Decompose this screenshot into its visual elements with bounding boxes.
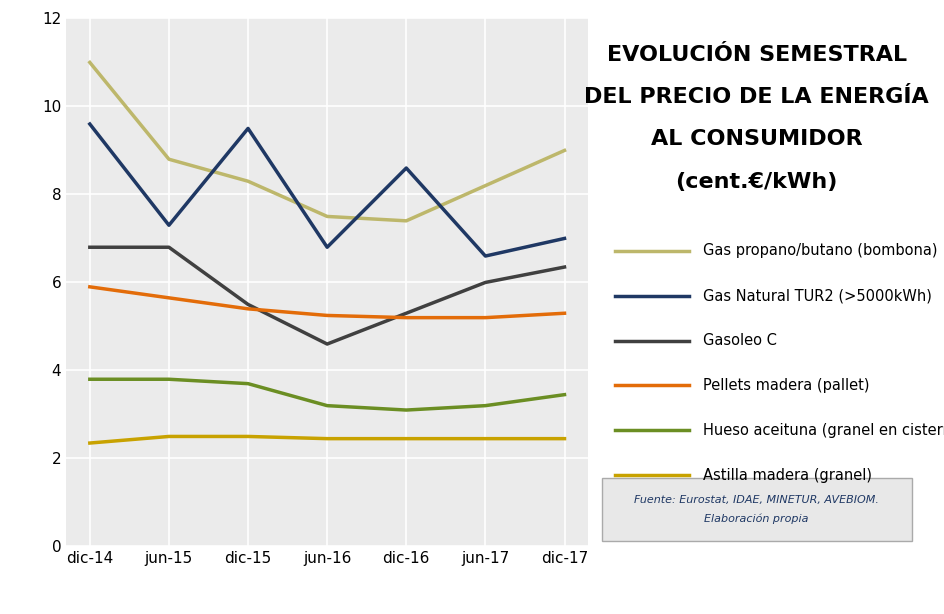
Text: Hueso aceituna (granel en cisterna): Hueso aceituna (granel en cisterna) xyxy=(702,423,944,438)
Text: Pellets madera (pallet): Pellets madera (pallet) xyxy=(702,378,869,393)
Text: EVOLUCIÓN SEMESTRAL: EVOLUCIÓN SEMESTRAL xyxy=(607,45,907,65)
Text: Astilla madera (granel): Astilla madera (granel) xyxy=(702,468,871,483)
Text: AL CONSUMIDOR: AL CONSUMIDOR xyxy=(650,130,863,149)
Text: Gas propano/butano (bombona): Gas propano/butano (bombona) xyxy=(702,243,937,258)
Text: DEL PRECIO DE LA ENERGÍA: DEL PRECIO DE LA ENERGÍA xyxy=(584,87,929,107)
Text: Fuente: Eurostat, IDAE, MINETUR, AVEBIOM.: Fuente: Eurostat, IDAE, MINETUR, AVEBIOM… xyxy=(634,495,879,505)
Text: Gasoleo C: Gasoleo C xyxy=(702,333,777,348)
Text: Gas Natural TUR2 (>5000kWh): Gas Natural TUR2 (>5000kWh) xyxy=(702,288,932,303)
Text: Elaboración propia: Elaboración propia xyxy=(704,514,809,524)
FancyBboxPatch shape xyxy=(601,478,912,541)
Text: (cent.€/kWh): (cent.€/kWh) xyxy=(676,171,838,192)
